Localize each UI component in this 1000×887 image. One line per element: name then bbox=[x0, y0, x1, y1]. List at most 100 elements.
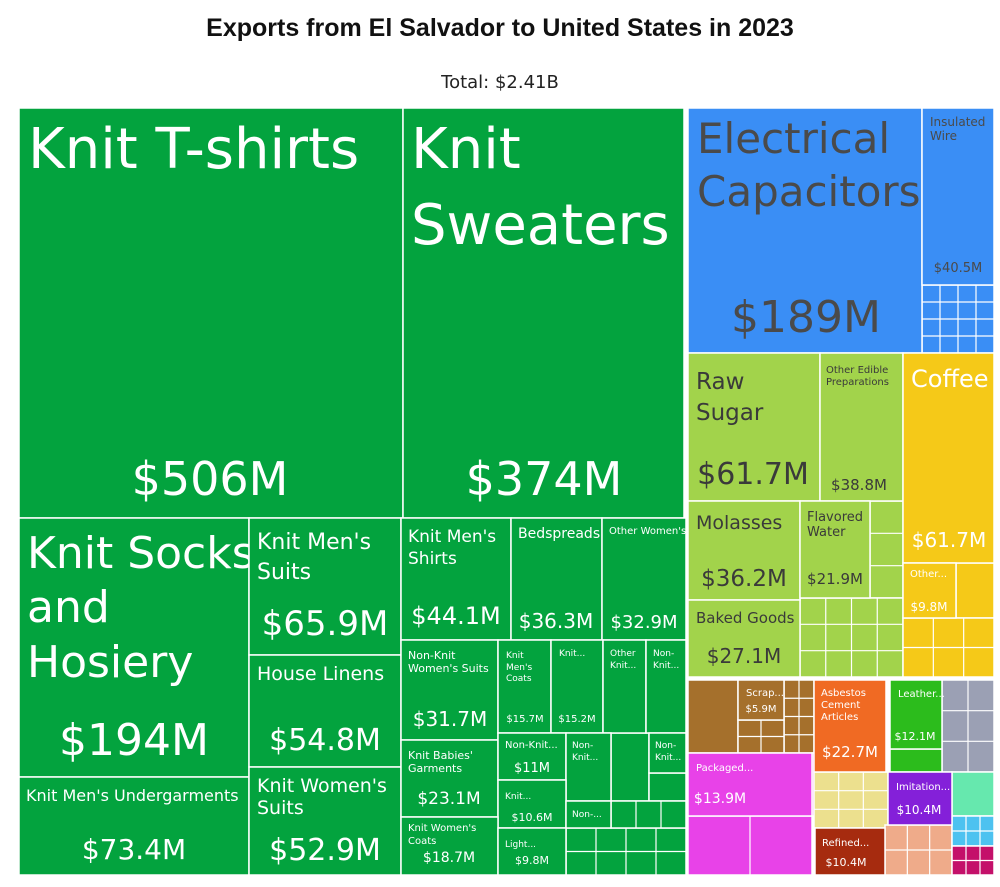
tile-other-edible-preparations[interactable] bbox=[819, 352, 904, 502]
vegetable-small-tiles-a[interactable] bbox=[955, 562, 995, 619]
tile-label-refined: Refined... bbox=[822, 838, 869, 849]
tile-label-asbestos-cement-articles: Articles bbox=[821, 712, 858, 723]
tile-label-knit-men-s-suits: Suits bbox=[257, 560, 311, 585]
tile-label-knit-men-s-suits: Knit Men's bbox=[257, 530, 371, 555]
tile-label-knit-babies-garments: Garments bbox=[408, 762, 462, 775]
tile-value-imitation: $10.4M bbox=[897, 803, 942, 817]
tile-label-non-knit: Knit... bbox=[655, 753, 681, 763]
tile-label-knit-men-s-shirts: Knit Men's bbox=[408, 527, 496, 547]
tile-label-raw-sugar: Sugar bbox=[696, 400, 764, 426]
tile-non-knit[interactable] bbox=[497, 732, 567, 781]
tile-value-other: $9.8M bbox=[910, 600, 947, 614]
tile-label-knit-socks-and-hosiery: and bbox=[27, 582, 110, 633]
tile-value-baked-goods: $27.1M bbox=[707, 644, 782, 668]
tile-insulated-wire[interactable] bbox=[921, 107, 995, 286]
metals-large-tile[interactable] bbox=[687, 679, 739, 754]
tile-label-knit-babies-garments: Knit Babies' bbox=[408, 749, 473, 762]
tile-value-coffee: $61.7M bbox=[912, 528, 987, 552]
tile-label-knit: Knit... bbox=[559, 649, 585, 659]
tile-knit-women-s-coats[interactable] bbox=[400, 816, 499, 876]
tile-label-knit-sweaters: Knit bbox=[411, 117, 521, 182]
tile-coffee[interactable] bbox=[902, 352, 995, 564]
tile-value-knit-women-s-suits: $52.9M bbox=[269, 833, 381, 868]
tile-label-knit-socks-and-hosiery: Hosiery bbox=[27, 637, 193, 688]
tile-asbestos-cement-articles[interactable] bbox=[813, 679, 887, 773]
tile-packaged[interactable] bbox=[687, 752, 813, 817]
tile-knit[interactable] bbox=[550, 639, 604, 734]
tile-value-house-linens: $54.8M bbox=[269, 723, 381, 758]
tile-label-knit-women-s-coats: Coats bbox=[408, 836, 436, 847]
tile-value-knit-sweaters: $374M bbox=[466, 452, 623, 506]
tile-other-women-s[interactable] bbox=[601, 517, 687, 641]
tile-value-raw-sugar: $61.7M bbox=[697, 457, 809, 492]
tile-label-knit-socks-and-hosiery: Knit Socks bbox=[27, 528, 255, 579]
tile-label-raw-sugar: Raw bbox=[696, 369, 744, 395]
tile-label-insulated-wire: Wire bbox=[930, 129, 957, 143]
tile-label-non-knit: Non- bbox=[653, 649, 674, 659]
teal-small-tile[interactable] bbox=[951, 771, 995, 817]
tile-knit-men-s-suits[interactable] bbox=[248, 517, 402, 656]
tile-label-knit-women-s-suits: Suits bbox=[257, 797, 304, 819]
tile-knit-men-s-undergarments[interactable] bbox=[18, 776, 250, 876]
tile-value-electrical-capacitors: $189M bbox=[731, 292, 881, 343]
tile-label-knit-men-s-coats: Men's bbox=[506, 663, 532, 673]
tile-label-knit-men-s-undergarments: Knit Men's Undergarments bbox=[26, 786, 239, 805]
tile-knit-babies-garments[interactable] bbox=[400, 739, 499, 818]
tile-other[interactable] bbox=[902, 562, 957, 619]
tile-raw-sugar[interactable] bbox=[687, 352, 821, 502]
tile-label-knit: Knit... bbox=[505, 792, 531, 802]
tile-knit-sweaters[interactable] bbox=[402, 107, 685, 519]
stone-small-tiles[interactable] bbox=[813, 771, 889, 829]
tile-flavored-water[interactable] bbox=[799, 500, 871, 599]
tile-value-insulated-wire: $40.5M bbox=[934, 261, 982, 276]
tile-value-other-women-s: $32.9M bbox=[610, 612, 677, 633]
tile-value-knit-women-s-coats: $18.7M bbox=[423, 850, 475, 866]
tile-light[interactable] bbox=[497, 827, 567, 876]
tile-non[interactable] bbox=[565, 800, 612, 829]
tile-baked-goods[interactable] bbox=[687, 599, 801, 678]
tile-label-non-knit: Knit... bbox=[572, 753, 598, 763]
textiles-small-tiles-e[interactable] bbox=[610, 800, 687, 829]
tile-imitation[interactable] bbox=[887, 771, 953, 826]
tile-label-knit-men-s-coats: Knit bbox=[506, 651, 524, 661]
tile-value-knit-men-s-undergarments: $73.4M bbox=[82, 833, 186, 866]
tile-value-knit-men-s-suits: $65.9M bbox=[262, 604, 389, 644]
tile-value-refined: $10.4M bbox=[826, 856, 867, 869]
tile-label-electrical-capacitors: Electrical bbox=[697, 114, 890, 163]
tile-label-baked-goods: Baked Goods bbox=[696, 609, 795, 627]
tile-value-asbestos-cement-articles: $22.7M bbox=[822, 743, 878, 761]
tile-scrap[interactable] bbox=[737, 679, 785, 721]
tile-value-packaged: $13.9M bbox=[694, 791, 746, 807]
tile-label-other-edible-preparations: Preparations bbox=[826, 377, 889, 388]
chart-subtitle: Total: $2.41B bbox=[441, 72, 559, 93]
tile-label-knit-t-shirts: Knit T-shirts bbox=[28, 117, 359, 182]
tile-label-packaged: Packaged... bbox=[696, 763, 753, 774]
textiles-small-tile-b[interactable] bbox=[648, 772, 687, 802]
tile-value-knit: $10.6M bbox=[512, 811, 553, 824]
tile-knit-t-shirts[interactable] bbox=[18, 107, 404, 519]
tile-value-knit: $15.2M bbox=[558, 714, 595, 725]
foodstuffs-small-tiles-a[interactable] bbox=[869, 500, 904, 599]
tile-leather[interactable] bbox=[889, 679, 943, 750]
tile-label-electrical-capacitors: Capacitors bbox=[697, 167, 921, 216]
textiles-small-tile-a[interactable] bbox=[610, 732, 650, 802]
tile-label-asbestos-cement-articles: Cement bbox=[821, 700, 860, 711]
tile-non-knit[interactable] bbox=[565, 732, 612, 802]
tile-non-knit[interactable] bbox=[648, 732, 687, 774]
tile-label-bedspreads: Bedspreads bbox=[518, 526, 600, 542]
tile-value-bedspreads: $36.3M bbox=[519, 609, 594, 633]
tile-value-scrap: $5.9M bbox=[746, 704, 777, 715]
tile-electrical-capacitors[interactable] bbox=[687, 107, 923, 354]
tile-value-non-knit-women-s-suits: $31.7M bbox=[413, 707, 488, 731]
tile-non-knit-women-s-suits[interactable] bbox=[400, 639, 499, 741]
tile-molasses[interactable] bbox=[687, 500, 801, 601]
tile-value-knit-socks-and-hosiery: $194M bbox=[59, 715, 209, 766]
hides-small-tiles[interactable] bbox=[889, 748, 943, 773]
tile-refined[interactable] bbox=[814, 827, 886, 876]
tile-label-knit-women-s-suits: Knit Women's bbox=[257, 775, 387, 797]
tile-label-flavored-water: Flavored bbox=[807, 510, 863, 525]
tile-knit-socks-and-hosiery[interactable] bbox=[18, 517, 250, 778]
tile-label-non-knit: Non-Knit... bbox=[505, 740, 558, 751]
tile-label-flavored-water: Water bbox=[807, 525, 846, 540]
tile-knit-women-s-suits[interactable] bbox=[248, 766, 402, 876]
